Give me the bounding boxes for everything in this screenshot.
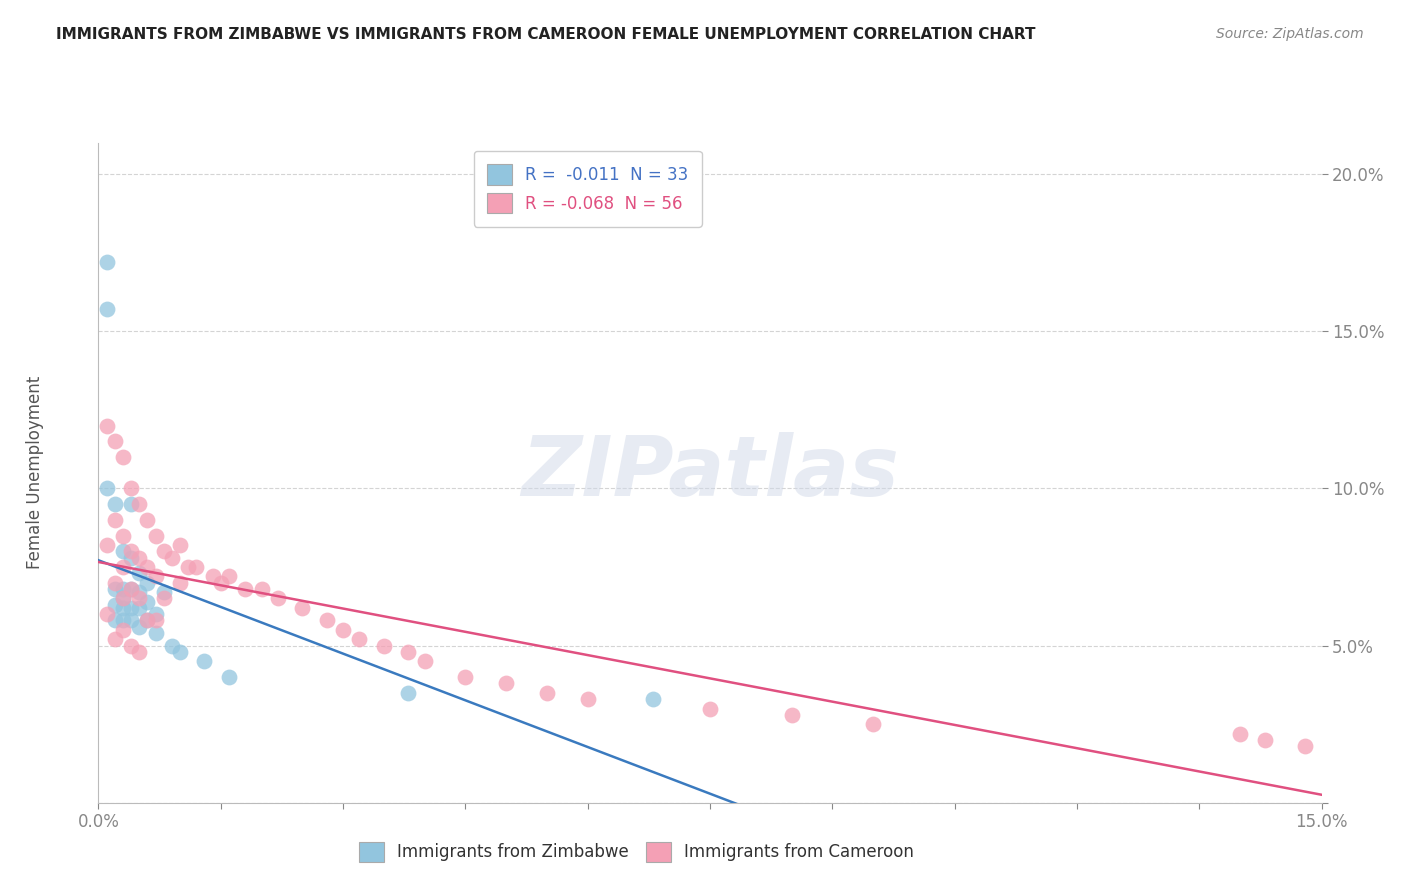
Point bbox=[332, 623, 354, 637]
Point bbox=[104, 575, 127, 590]
Point bbox=[111, 601, 134, 615]
Point bbox=[96, 482, 118, 496]
Point bbox=[1294, 739, 1316, 754]
Point bbox=[128, 550, 150, 565]
Point bbox=[120, 601, 142, 615]
Point bbox=[111, 591, 134, 606]
Point bbox=[233, 582, 256, 596]
Text: IMMIGRANTS FROM ZIMBABWE VS IMMIGRANTS FROM CAMEROON FEMALE UNEMPLOYMENT CORRELA: IMMIGRANTS FROM ZIMBABWE VS IMMIGRANTS F… bbox=[56, 27, 1036, 42]
Point bbox=[96, 538, 118, 552]
Point bbox=[120, 550, 142, 565]
Point bbox=[169, 575, 191, 590]
Point bbox=[536, 686, 558, 700]
Point bbox=[218, 569, 240, 583]
Point bbox=[209, 575, 232, 590]
Point bbox=[128, 591, 150, 606]
Legend: Immigrants from Zimbabwe, Immigrants from Cameroon: Immigrants from Zimbabwe, Immigrants fro… bbox=[347, 830, 925, 873]
Point bbox=[136, 560, 159, 574]
Point bbox=[136, 513, 159, 527]
Point bbox=[454, 670, 477, 684]
Point bbox=[111, 591, 134, 606]
Point bbox=[111, 450, 134, 464]
Point bbox=[373, 639, 395, 653]
Point bbox=[104, 582, 127, 596]
Point bbox=[396, 645, 419, 659]
Point bbox=[111, 614, 134, 628]
Point bbox=[136, 614, 159, 628]
Point bbox=[136, 575, 159, 590]
Point bbox=[1229, 726, 1251, 740]
Point bbox=[96, 607, 118, 622]
Point bbox=[250, 582, 273, 596]
Point bbox=[128, 566, 150, 581]
Point bbox=[218, 670, 240, 684]
Point bbox=[120, 497, 142, 511]
Point bbox=[291, 601, 314, 615]
Point bbox=[145, 569, 167, 583]
Point bbox=[111, 560, 134, 574]
Point bbox=[152, 591, 174, 606]
Point bbox=[1253, 733, 1275, 747]
Point bbox=[177, 560, 200, 574]
Point bbox=[193, 654, 215, 668]
Point bbox=[136, 594, 159, 608]
Point bbox=[111, 528, 134, 542]
Point bbox=[104, 632, 127, 647]
Point bbox=[128, 601, 150, 615]
Point bbox=[111, 544, 134, 558]
Point bbox=[169, 538, 191, 552]
Point bbox=[145, 607, 167, 622]
Point bbox=[128, 620, 150, 634]
Point bbox=[862, 717, 884, 731]
Point bbox=[576, 692, 599, 706]
Point bbox=[111, 623, 134, 637]
Point bbox=[186, 560, 208, 574]
Point bbox=[104, 598, 127, 612]
Point bbox=[104, 614, 127, 628]
Point bbox=[413, 654, 436, 668]
Point bbox=[169, 645, 191, 659]
Point bbox=[120, 582, 142, 596]
Point bbox=[120, 482, 142, 496]
Text: Female Unemployment: Female Unemployment bbox=[27, 376, 44, 569]
Point bbox=[128, 585, 150, 599]
Point bbox=[495, 676, 517, 690]
Point bbox=[120, 544, 142, 558]
Point bbox=[136, 614, 159, 628]
Text: Source: ZipAtlas.com: Source: ZipAtlas.com bbox=[1216, 27, 1364, 41]
Point bbox=[96, 418, 118, 433]
Point bbox=[128, 497, 150, 511]
Point bbox=[699, 701, 721, 715]
Point bbox=[120, 582, 142, 596]
Point bbox=[96, 302, 118, 317]
Point bbox=[201, 569, 224, 583]
Point bbox=[152, 585, 174, 599]
Point bbox=[160, 550, 183, 565]
Point bbox=[145, 528, 167, 542]
Text: ZIPatlas: ZIPatlas bbox=[522, 433, 898, 513]
Point bbox=[96, 255, 118, 269]
Point bbox=[120, 614, 142, 628]
Point bbox=[120, 639, 142, 653]
Point bbox=[145, 614, 167, 628]
Point bbox=[145, 626, 167, 640]
Point bbox=[104, 434, 127, 449]
Point bbox=[111, 582, 134, 596]
Point bbox=[396, 686, 419, 700]
Point bbox=[315, 614, 337, 628]
Point bbox=[152, 544, 174, 558]
Point bbox=[641, 692, 664, 706]
Point bbox=[349, 632, 371, 647]
Point bbox=[780, 707, 803, 722]
Point bbox=[104, 513, 127, 527]
Point bbox=[128, 645, 150, 659]
Point bbox=[267, 591, 290, 606]
Point bbox=[160, 639, 183, 653]
Point bbox=[104, 497, 127, 511]
